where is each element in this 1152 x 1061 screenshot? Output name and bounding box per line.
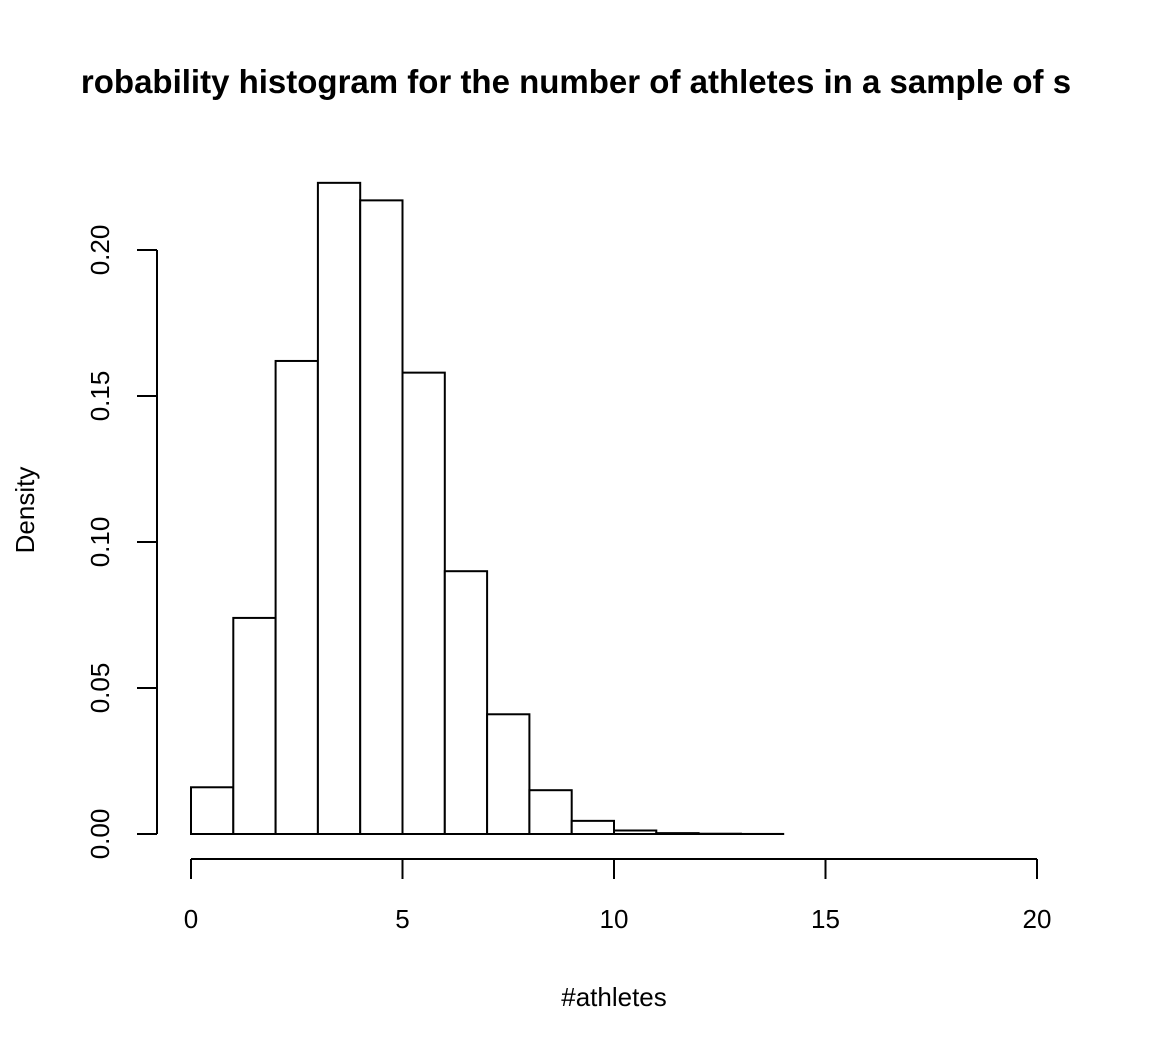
y-tick-label: 0.20: [85, 225, 115, 276]
chart-title: robability histogram for the number of a…: [81, 63, 1071, 100]
histogram-bar: [572, 821, 614, 834]
histogram-bar: [360, 200, 402, 834]
y-axis-label: Density: [10, 467, 40, 554]
x-axis-label: #athletes: [561, 982, 667, 1012]
histogram-bar: [445, 571, 487, 834]
y-tick-label: 0.10: [85, 517, 115, 568]
histogram-bar: [403, 373, 445, 834]
y-axis: 0.00 0.05 0.10 0.15 0.20: [85, 225, 157, 860]
histogram-bar: [318, 183, 360, 834]
histogram-bar: [276, 361, 318, 834]
histogram-bar: [233, 618, 275, 834]
histogram-bar: [529, 790, 571, 834]
y-tick-label: 0.00: [85, 809, 115, 860]
histogram-bar: [656, 833, 698, 834]
y-tick-label: 0.15: [85, 371, 115, 422]
histogram-bar: [191, 787, 233, 834]
x-tick-label: 20: [1023, 904, 1052, 934]
x-tick-label: 10: [600, 904, 629, 934]
histogram-bar: [487, 714, 529, 834]
x-tick-label: 5: [395, 904, 409, 934]
y-tick-label: 0.05: [85, 663, 115, 714]
x-axis: 0 5 10 15 20: [184, 859, 1052, 934]
x-tick-label: 0: [184, 904, 198, 934]
bars-group: [191, 183, 783, 834]
x-tick-label: 15: [811, 904, 840, 934]
histogram-bar: [614, 830, 656, 834]
